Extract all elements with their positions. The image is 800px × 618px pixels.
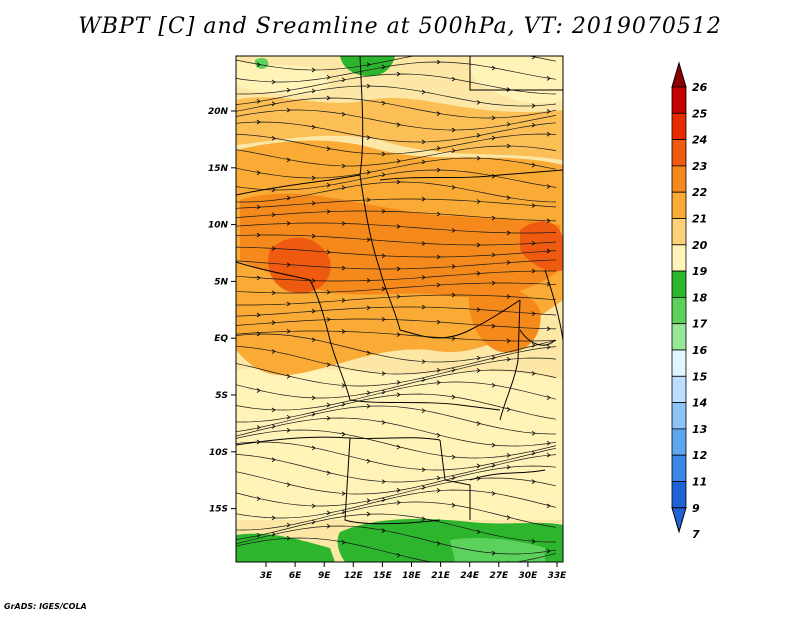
colorbar: 26 25 24 23 22 21 20 19 18 17 16 15 14 13 12 11 9 7: [671, 61, 708, 541]
colorbar-label: 19: [692, 265, 708, 278]
temperature-shading: [236, 56, 563, 562]
colorbar-label: 18: [692, 291, 708, 304]
colorbar-label: 20: [692, 239, 708, 252]
x-tick-label: 18E: [402, 571, 422, 581]
colorbar-label: 15: [692, 370, 708, 383]
colorbar-label: 16: [692, 344, 708, 357]
colorbar-label: 17: [692, 318, 708, 331]
boundaries: [236, 56, 563, 525]
colorbar-top-arrow: [671, 61, 687, 88]
y-tick-label: EQ: [214, 334, 228, 344]
colorbar-label: 9: [692, 502, 700, 515]
colorbar-segment: [671, 218, 687, 246]
chart-title: WBPT [C] and Sreamline at 500hPa, VT: 20…: [78, 14, 722, 39]
colorbar-segment: [671, 86, 687, 114]
x-axis: 3E 6E 9E 12E 15E 18E 21E 24E 27E 30E 33E: [260, 562, 567, 581]
colorbar-label: 22: [692, 186, 708, 199]
colorbar-segment: [671, 454, 687, 482]
x-tick-label: 33E: [548, 571, 568, 581]
colorbar-segment: [671, 165, 687, 193]
y-tick-label: 20N: [208, 107, 229, 117]
streamlines: [236, 56, 557, 562]
colorbar-label: 21: [692, 213, 707, 226]
colorbar-segment: [671, 402, 687, 430]
colorbar-label: 7: [692, 528, 700, 541]
x-tick-label: 24E: [460, 571, 480, 581]
x-tick-label: 6E: [289, 571, 302, 581]
x-tick-label: 27E: [489, 571, 509, 581]
y-tick-label: 5N: [214, 277, 228, 287]
colorbar-segment: [671, 191, 687, 219]
colorbar-segment: [671, 481, 687, 509]
y-axis: 20N 15N 10N 5N EQ 5S 10S 15S: [208, 107, 236, 515]
y-tick-label: 15S: [209, 505, 228, 515]
grads-credit: GrADS: IGES/COLA: [4, 602, 87, 611]
y-tick-label: 10S: [209, 448, 228, 458]
colorbar-label: 13: [692, 423, 708, 436]
colorbar-segment: [671, 296, 687, 325]
x-tick-label: 12E: [344, 571, 364, 581]
x-tick-label: 3E: [260, 571, 273, 581]
colorbar-label: 23: [692, 160, 708, 173]
x-tick-label: 15E: [373, 571, 393, 581]
colorbar-label: 26: [692, 81, 708, 94]
x-tick-label: 21E: [431, 571, 451, 581]
colorbar-label: 25: [692, 107, 708, 120]
y-tick-label: 15N: [208, 164, 229, 174]
colorbar-label: 11: [692, 476, 707, 489]
x-tick-label: 9E: [318, 571, 331, 581]
x-tick-label: 30E: [519, 571, 539, 581]
colorbar-segment: [671, 349, 687, 377]
colorbar-segment: [671, 323, 687, 351]
colorbar-label: 24: [692, 134, 707, 147]
colorbar-segment: [671, 244, 687, 272]
y-tick-label: 10N: [208, 221, 229, 231]
colorbar-label: 14: [692, 397, 707, 410]
colorbar-bottom-arrow: [671, 507, 687, 534]
colorbar-segment: [671, 112, 687, 141]
y-tick-label: 5S: [215, 391, 228, 401]
colorbar-segment: [671, 139, 687, 167]
colorbar-segment: [671, 375, 687, 403]
colorbar-segment: [671, 270, 687, 298]
colorbar-label: 12: [692, 449, 708, 462]
map-panel: [236, 56, 563, 562]
map-frame: [235, 55, 564, 563]
colorbar-segment: [671, 428, 687, 456]
